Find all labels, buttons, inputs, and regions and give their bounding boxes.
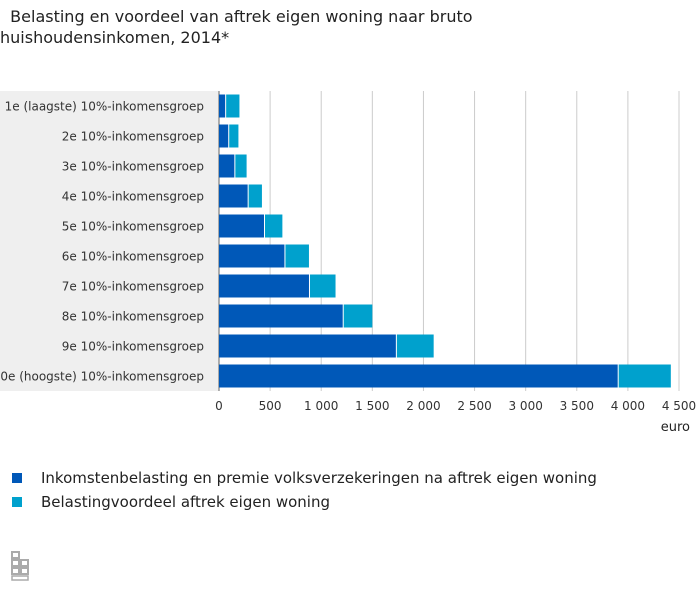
bar-series1-row6 <box>219 244 285 268</box>
x-tick-label-1: 0 <box>215 399 223 413</box>
bar-series1-row3 <box>219 154 235 178</box>
category-labels: 1e (laagste) 10%-inkomensgroep 2e 10%-ink… <box>0 100 204 384</box>
x-tick-label-6: 2 500 <box>457 399 491 413</box>
legend-swatch-1 <box>12 473 22 483</box>
legend-item-1: Inkomstenbelasting en premie volksverzek… <box>12 466 597 490</box>
category-label-2: 2e 10%-inkomensgroep <box>62 130 204 144</box>
legend-label-2: Belastingvoordeel aftrek eigen woning <box>41 493 330 511</box>
bar-series2-row10 <box>618 364 671 388</box>
category-label-1: 1e (laagste) 10%-inkomensgroep <box>5 100 204 114</box>
legend: Inkomstenbelasting en premie volksverzek… <box>12 466 597 514</box>
x-tick-label-8: 3 500 <box>560 399 594 413</box>
category-label-3: 3e 10%-inkomensgroep <box>62 160 204 174</box>
legend-swatch-2 <box>12 497 22 507</box>
x-tick-label-4: 1 500 <box>355 399 389 413</box>
bar-series1-row8 <box>219 304 343 328</box>
category-label-9: 9e 10%-inkomensgroep <box>62 340 204 354</box>
bar-series2-row3 <box>235 154 247 178</box>
x-tick-label-5: 2 000 <box>406 399 440 413</box>
bar-series2-row8 <box>343 304 373 328</box>
bar-series2-row5 <box>265 214 283 238</box>
bar-series2-row1 <box>226 94 240 118</box>
category-label-7: 7e 10%-inkomensgroep <box>62 280 204 294</box>
bars <box>219 94 671 388</box>
x-tick-label-3: 1 000 <box>304 399 338 413</box>
bar-chart: 1e (laagste) 10%-inkomensgroep 2e 10%-ink… <box>0 91 696 435</box>
bar-series2-row9 <box>396 334 434 358</box>
bar-series1-row7 <box>219 274 309 298</box>
bar-series1-row4 <box>219 184 248 208</box>
x-tick-label-10: 4 500 <box>662 399 696 413</box>
bar-series2-row6 <box>285 244 309 268</box>
cbs-logo-icon <box>11 551 29 581</box>
chart-title: Belasting en voordeel van aftrek eigen w… <box>0 6 640 48</box>
bar-series1-row1 <box>219 94 226 118</box>
bar-series2-row7 <box>309 274 336 298</box>
bar-series1-row10 <box>219 364 618 388</box>
bar-series2-row2 <box>229 124 239 148</box>
category-label-10: 10e (hoogste) 10%-inkomensgroep <box>0 370 204 384</box>
category-label-5: 5e 10%-inkomensgroep <box>62 220 204 234</box>
category-label-4: 4e 10%-inkomensgroep <box>62 190 204 204</box>
category-label-8: 8e 10%-inkomensgroep <box>62 310 204 324</box>
legend-item-2: Belastingvoordeel aftrek eigen woning <box>12 490 597 514</box>
bar-series1-row2 <box>219 124 229 148</box>
x-tick-label-7: 3 000 <box>508 399 542 413</box>
bar-series1-row5 <box>219 214 264 238</box>
x-tick-labels: 0 500 1 000 1 500 2 000 2 500 3 000 3 500 4 000 4… <box>215 399 696 413</box>
x-tick-label-9: 4 000 <box>611 399 645 413</box>
category-label-6: 6e 10%-inkomensgroep <box>62 250 204 264</box>
chart-title-line-2: huishoudensinkomen, 2014* <box>0 28 230 47</box>
chart-title-line-1: Belasting en voordeel van aftrek eigen w… <box>0 7 473 26</box>
legend-label-1: Inkomstenbelasting en premie volksverzek… <box>41 469 597 487</box>
category-label-band <box>0 91 219 391</box>
bar-series2-row4 <box>248 184 262 208</box>
x-tick-label-2: 500 <box>259 399 282 413</box>
bar-series1-row9 <box>219 334 396 358</box>
x-axis-label: euro <box>661 420 690 435</box>
